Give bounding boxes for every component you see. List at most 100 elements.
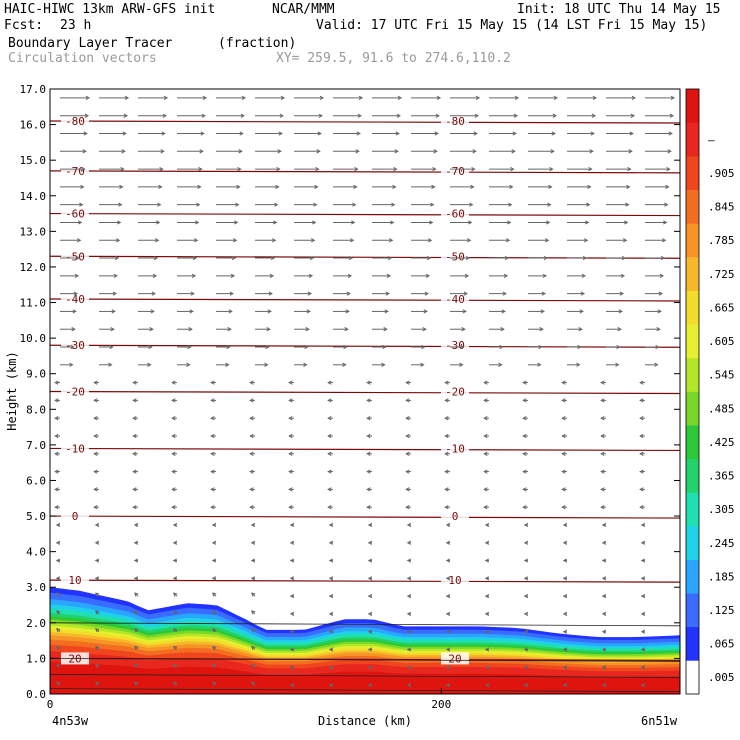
vector-arrowhead bbox=[327, 469, 332, 474]
vector-arrowhead bbox=[639, 451, 644, 456]
vector-arrowhead bbox=[304, 344, 309, 350]
vector-arrowhead bbox=[406, 576, 412, 581]
vector-arrowhead bbox=[172, 576, 178, 581]
vector-arrowhead bbox=[431, 184, 436, 189]
vector-arrowhead bbox=[367, 594, 373, 599]
vector-arrowhead bbox=[54, 451, 59, 456]
vector-arrowhead bbox=[621, 255, 627, 261]
vector-arrowhead bbox=[133, 558, 139, 563]
vector-arrowhead bbox=[54, 487, 59, 492]
vector-arrowhead bbox=[328, 665, 334, 670]
vector-arrowhead bbox=[445, 682, 451, 688]
vector-arrowhead bbox=[228, 309, 233, 314]
vector-arrowhead bbox=[289, 665, 295, 670]
vector-arrowhead bbox=[289, 611, 295, 617]
colorbar-label: .665 bbox=[708, 302, 735, 315]
vector-arrowhead bbox=[508, 202, 513, 207]
vector-arrowhead bbox=[600, 469, 605, 474]
vector-arrowhead bbox=[225, 362, 230, 367]
vector-arrowhead bbox=[406, 611, 412, 617]
vector-arrowhead bbox=[212, 610, 217, 615]
vector-arrowhead bbox=[54, 398, 59, 403]
vector-arrowhead bbox=[590, 131, 595, 136]
y-tick-label: 7.0 bbox=[26, 439, 46, 452]
vector-arrowhead bbox=[196, 202, 201, 207]
vector-arrowhead bbox=[288, 433, 293, 439]
vector-arrowhead bbox=[163, 95, 169, 101]
y-tick-label: 2.0 bbox=[26, 617, 46, 630]
vector-arrowhead bbox=[187, 344, 192, 350]
contour-label-bg bbox=[61, 250, 89, 263]
vector-arrowhead bbox=[289, 522, 295, 528]
vector-arrowhead bbox=[198, 166, 203, 172]
vector-arrowhead bbox=[462, 309, 467, 314]
vector-arrowhead bbox=[406, 647, 412, 652]
vector-arrowhead bbox=[367, 558, 373, 563]
vector-arrowhead bbox=[210, 416, 215, 421]
contour-line bbox=[49, 390, 681, 395]
vector-arrowhead bbox=[171, 487, 176, 492]
vector-arrowhead bbox=[639, 433, 644, 439]
vector-arrowhead bbox=[475, 95, 481, 101]
vector-arrowhead bbox=[540, 309, 545, 314]
vector-arrowhead bbox=[473, 131, 478, 136]
vector-arrowhead bbox=[484, 611, 490, 617]
vector-arrowhead bbox=[289, 682, 295, 688]
vector-arrowhead bbox=[406, 665, 412, 670]
contour-line bbox=[49, 120, 681, 124]
vector-arrowhead bbox=[548, 184, 553, 189]
vector-arrowhead bbox=[280, 95, 286, 101]
vector-arrowhead bbox=[190, 291, 195, 296]
vector-arrowhead bbox=[54, 505, 59, 510]
vector-arrowhead bbox=[483, 398, 488, 403]
vector-arrowhead bbox=[444, 469, 449, 474]
vector-arrowhead bbox=[640, 522, 646, 528]
vector-arrowhead bbox=[669, 113, 675, 118]
vector-arrowhead bbox=[119, 184, 124, 189]
vector-arrowhead bbox=[600, 451, 605, 456]
vector-arrowhead bbox=[348, 255, 354, 261]
vector-arrowhead bbox=[577, 344, 582, 350]
vector-arrowhead bbox=[346, 291, 351, 296]
vector-arrowhead bbox=[344, 327, 349, 332]
vector-arrowhead bbox=[393, 166, 398, 172]
vector-arrowhead bbox=[121, 149, 126, 154]
vector-arrowhead bbox=[523, 576, 529, 581]
colorbar-swatch bbox=[686, 257, 699, 291]
vector-arrowhead bbox=[627, 166, 632, 172]
vector-arrowhead bbox=[328, 682, 334, 688]
vector-arrowhead bbox=[95, 645, 100, 650]
vector-arrowhead bbox=[277, 149, 282, 154]
vector-arrowhead bbox=[539, 327, 544, 332]
vector-arrowhead bbox=[56, 645, 61, 650]
vector-arrowhead bbox=[117, 220, 122, 225]
vector-arrowhead bbox=[541, 291, 547, 296]
contour-label: -60 bbox=[65, 208, 85, 221]
colorbar-label: .425 bbox=[708, 436, 735, 449]
colorbar-label: – bbox=[708, 133, 715, 146]
vector-arrowhead bbox=[483, 451, 488, 456]
vector-arrowhead bbox=[670, 95, 676, 101]
vector-arrowhead bbox=[315, 166, 320, 172]
contour-label-bg bbox=[61, 207, 89, 220]
vector-arrowhead bbox=[464, 273, 470, 278]
vector-arrowhead bbox=[656, 327, 661, 332]
contour-label: -30 bbox=[445, 339, 465, 352]
vector-arrowhead bbox=[267, 309, 272, 314]
right-endpoint: 6n51w bbox=[641, 714, 678, 728]
vector-arrowhead bbox=[405, 416, 410, 421]
vector-arrowhead bbox=[251, 663, 256, 668]
vector-arrowhead bbox=[251, 681, 256, 686]
vector-arrowhead bbox=[239, 131, 244, 136]
vector-arrowhead bbox=[355, 149, 360, 154]
vector-arrowhead bbox=[250, 540, 256, 545]
contour-label-bg bbox=[61, 510, 89, 523]
vector-arrowhead bbox=[511, 149, 516, 154]
vector-arrowhead bbox=[279, 113, 284, 118]
vector-arrowhead bbox=[210, 398, 215, 403]
vector-arrowhead bbox=[95, 592, 100, 597]
vector-arrowhead bbox=[561, 416, 566, 421]
vector-arrowhead bbox=[522, 505, 527, 510]
y-tick-label: 8.0 bbox=[26, 403, 46, 416]
vector-arrowhead bbox=[503, 273, 509, 278]
